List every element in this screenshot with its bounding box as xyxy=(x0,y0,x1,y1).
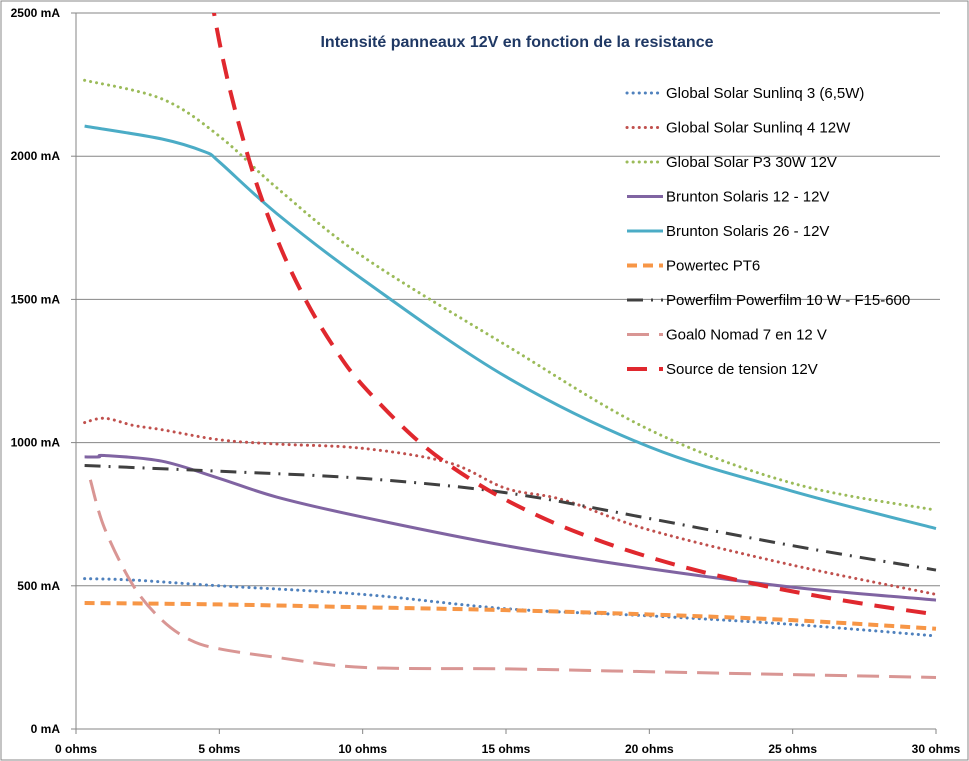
x-tick-label: 5 ohms xyxy=(198,742,240,756)
x-tick-label: 20 ohms xyxy=(625,742,674,756)
series-line-0 xyxy=(83,577,938,638)
y-tick-label: 500 mA xyxy=(17,579,60,593)
x-tick-label: 15 ohms xyxy=(482,742,531,756)
legend-label: Brunton Solaris 12 - 12V xyxy=(666,189,829,206)
y-tick-label: 2500 mA xyxy=(11,6,61,20)
legend-label: Global Solar Sunlinq 3 (6,5W) xyxy=(666,85,864,102)
legend-label: Powertec PT6 xyxy=(666,258,760,275)
series-line-2 xyxy=(83,78,938,512)
legend-label: Source de tension 12V xyxy=(666,361,818,378)
x-axis: 0 ohms 5 ohms 10 ohms 15 ohms 20 ohms 25 ohms… xyxy=(55,728,961,756)
legend-label: Powerfilm Powerfilm 10 W - F15-600 xyxy=(666,292,910,309)
y-axis: 0 mA 500 mA 1000 mA 1500 mA 2000 mA 2500 mA xyxy=(11,6,77,736)
legend-label: Brunton Solaris 26 - 12V xyxy=(666,223,829,240)
x-tick-label: 0 ohms xyxy=(55,742,97,756)
gridlines xyxy=(76,12,940,587)
series-group xyxy=(83,13,938,679)
x-tick-label: 10 ohms xyxy=(338,742,387,756)
chart-title: Intensité panneaux 12V en fonction de la… xyxy=(320,34,713,51)
x-tick-label: 30 ohms xyxy=(912,742,961,756)
legend-label: Goal0 Nomad 7 en 12 V xyxy=(666,327,827,344)
y-tick-label: 0 mA xyxy=(31,722,61,736)
y-tick-label: 1000 mA xyxy=(11,436,61,450)
series-line-1 xyxy=(83,416,938,596)
legend-label: Global Solar P3 30W 12V xyxy=(666,154,837,171)
series-line-4 xyxy=(84,124,937,530)
y-tick-label: 2000 mA xyxy=(11,149,61,163)
legend-label: Global Solar Sunlinq 4 12W xyxy=(666,120,851,137)
series-line-8 xyxy=(211,13,937,617)
y-tick-label: 1500 mA xyxy=(11,292,61,306)
x-tick-label: 25 ohms xyxy=(768,742,817,756)
legend: Global Solar Sunlinq 3 (6,5W) Global Sola… xyxy=(625,85,910,378)
series-line-7 xyxy=(88,479,937,679)
series-line-5 xyxy=(84,600,937,631)
series-line-6 xyxy=(84,464,937,572)
